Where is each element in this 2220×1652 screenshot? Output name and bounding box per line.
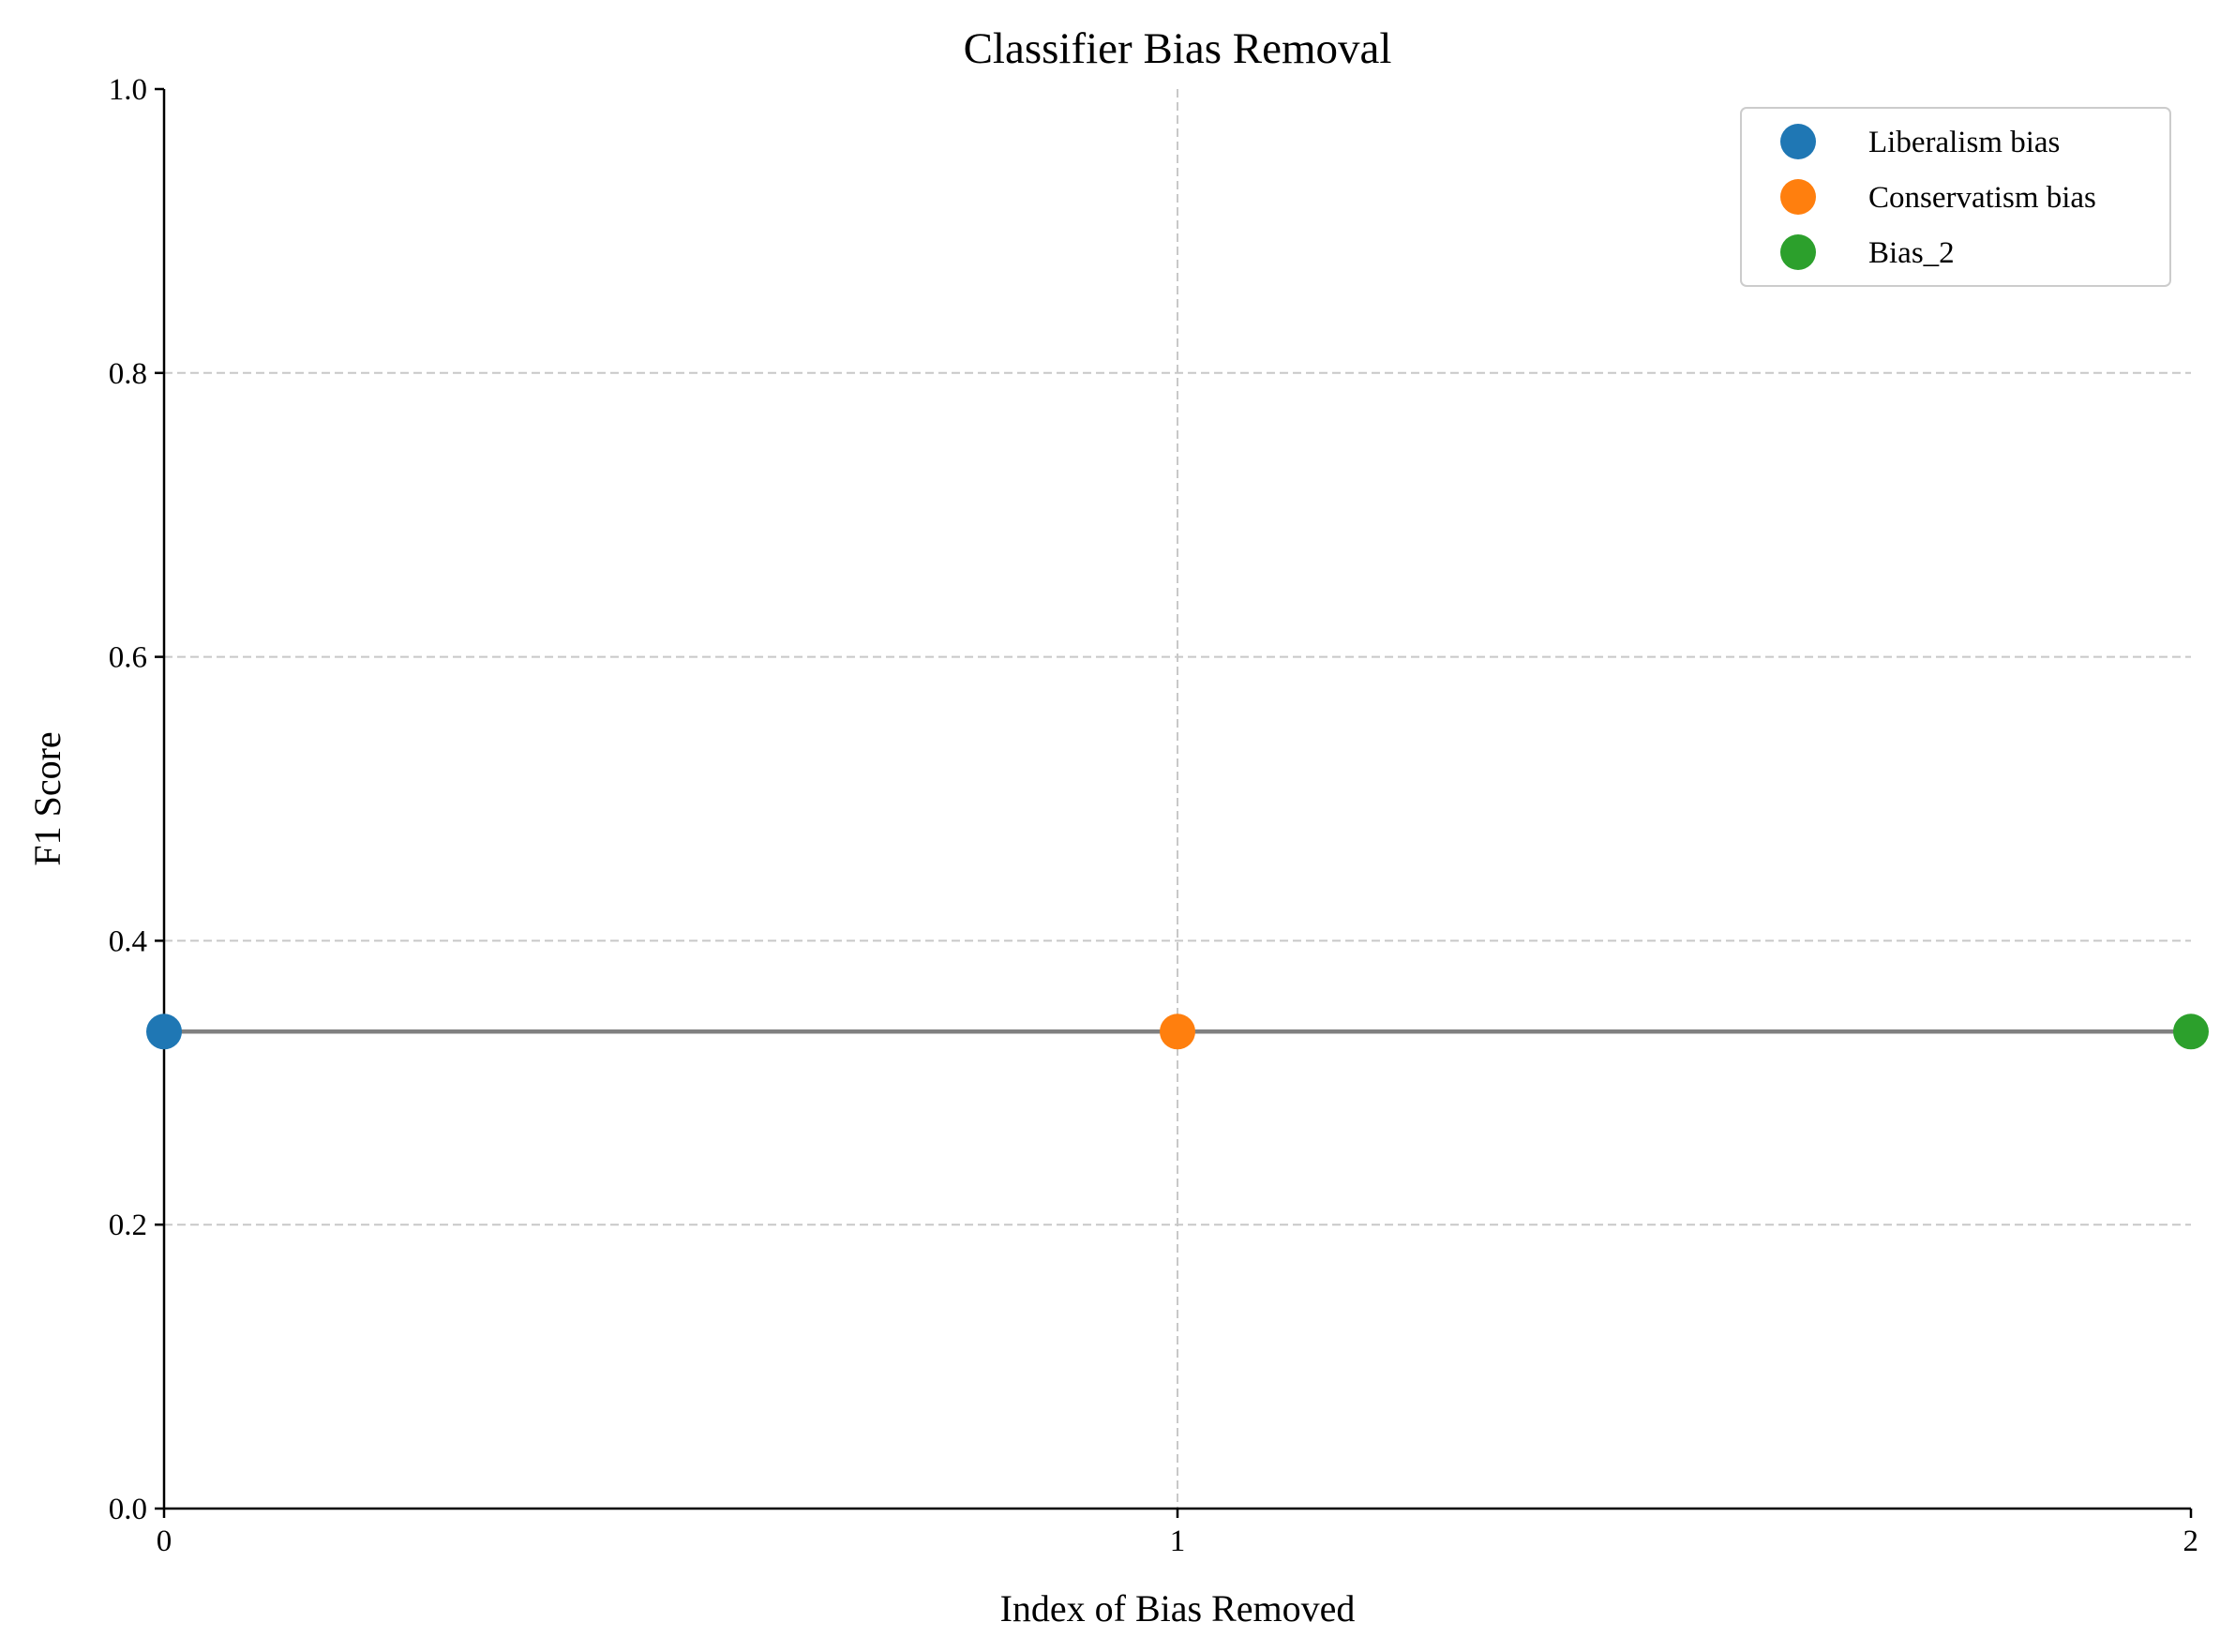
- data-point: [1160, 1014, 1195, 1050]
- legend-marker: [1780, 179, 1816, 215]
- legend-label: Bias_2: [1868, 236, 1955, 270]
- data-points: [146, 1014, 2209, 1050]
- legend-label: Conservatism bias: [1868, 181, 2096, 215]
- y-tick-label: 0.0: [109, 1493, 147, 1526]
- x-tick-label: 0: [157, 1524, 172, 1558]
- ticks: 0.0 0.2 0.4 0.6 0.8 1.0 0 1 2: [109, 73, 2198, 1558]
- legend-frame: [1740, 107, 2171, 287]
- data-point: [146, 1014, 182, 1050]
- y-tick-label: 0.4: [109, 924, 147, 958]
- y-tick-label: 0.6: [109, 641, 147, 675]
- chart-title: Classifier Bias Removal: [964, 24, 1392, 73]
- data-point: [2173, 1014, 2209, 1050]
- legend: Liberalism bias Conservatism bias Bias_2: [1740, 107, 2171, 287]
- y-tick-label: 0.2: [109, 1209, 147, 1242]
- legend-marker: [1780, 234, 1816, 270]
- y-tick-label: 0.8: [109, 357, 147, 391]
- legend-label: Liberalism bias: [1868, 126, 2060, 159]
- y-tick-label: 1.0: [109, 73, 147, 107]
- x-tick-label: 2: [2183, 1524, 2199, 1558]
- legend-marker: [1780, 124, 1816, 159]
- x-axis-label: Index of Bias Removed: [1000, 1587, 1356, 1629]
- y-axis-label: F1 Score: [26, 731, 68, 865]
- grid-lines: [164, 89, 2191, 1509]
- x-tick-label: 1: [1170, 1524, 1186, 1558]
